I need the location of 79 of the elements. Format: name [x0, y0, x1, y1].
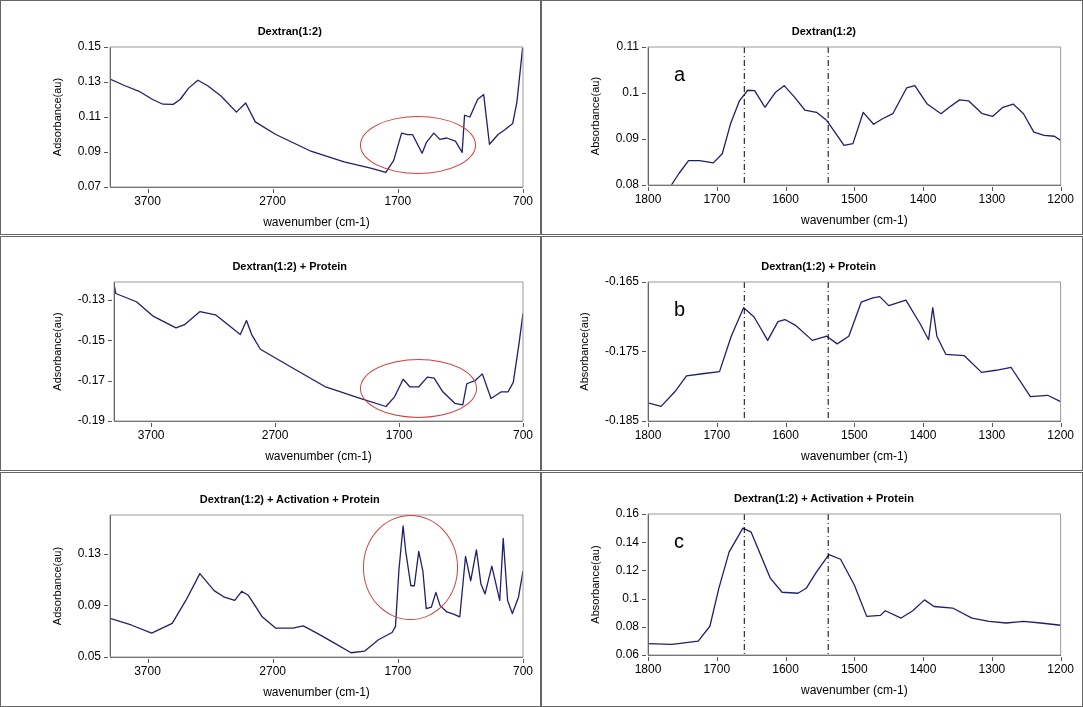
x-tick-label: 2700	[259, 663, 287, 678]
y-tick-label: 0.09	[77, 144, 102, 159]
y-tick-label: 0.13	[77, 74, 102, 89]
x-tick-label: 3700	[134, 663, 162, 678]
y-tick-label: 0.1	[622, 590, 640, 605]
chart-title: Dextran(1:2) + Protein	[232, 260, 348, 273]
y-tick-label: 0.1	[622, 85, 640, 100]
y-tick-label: -0.185	[604, 413, 640, 428]
x-tick-label: 1800	[634, 427, 662, 442]
y-tick-label: 0.16	[615, 506, 640, 521]
y-tick-label: 0.08	[615, 619, 640, 634]
y-tick-label: -0.13	[77, 292, 106, 307]
chart-title: Dextran(1:2) + Activation + Protein	[199, 493, 380, 506]
x-tick-label: 1300	[978, 661, 1006, 676]
x-tick-label: 1800	[634, 661, 662, 676]
y-tick-label: 0.08	[615, 177, 640, 192]
x-tick-label: 1200	[1047, 661, 1075, 676]
x-tick-label: 1500	[840, 427, 868, 442]
y-axis-title: Adsorbance(au)	[51, 77, 64, 157]
annotation: c	[674, 529, 684, 552]
annotation: a	[674, 62, 686, 85]
x-axis-title: wavenumber (cm-1)	[264, 448, 372, 463]
y-tick-label: -0.175	[604, 343, 640, 358]
x-tick-label: 2700	[261, 427, 289, 442]
chart-title: Dextran(1:2) + Protein	[761, 260, 877, 273]
x-tick-label: 1700	[385, 427, 413, 442]
x-tick-label: 1400	[909, 191, 937, 206]
x-tick-label: 1700	[703, 427, 731, 442]
y-axis-title: Adsorbance(au)	[51, 312, 64, 391]
x-tick-label: 1700	[703, 661, 731, 676]
y-axis-title: Absorbance(au)	[578, 312, 591, 391]
y-tick-label: 0.05	[77, 649, 102, 664]
x-tick-label: 1600	[772, 427, 800, 442]
x-tick-label: 3700	[134, 193, 162, 208]
x-tick-label: 1700	[703, 191, 731, 206]
y-tick-label: -0.17	[77, 373, 106, 388]
x-tick-label: 1800	[634, 191, 662, 206]
y-tick-label: 0.13	[77, 546, 102, 561]
y-tick-label: 0.09	[77, 597, 102, 612]
y-tick-label: 0.14	[615, 534, 640, 549]
x-tick-label: 1200	[1047, 191, 1075, 206]
x-tick-label: 2700	[259, 193, 287, 208]
y-axis-title: Absorbance(au)	[589, 76, 602, 156]
y-tick-label: 0.09	[615, 131, 640, 146]
y-axis-title: Absorbance(au)	[589, 545, 602, 624]
x-tick-label: 700	[512, 427, 534, 442]
x-axis-title: wavenumber (cm-1)	[799, 682, 908, 697]
x-tick-label: 1400	[909, 661, 937, 676]
chart-title: Dextran(1:2)	[791, 25, 857, 38]
x-tick-label: 1700	[384, 193, 412, 208]
x-tick-label: 1500	[840, 661, 868, 676]
x-tick-label: 1400	[909, 427, 937, 442]
y-tick-label: -0.15	[77, 332, 106, 347]
x-tick-label: 1300	[978, 191, 1006, 206]
x-tick-label: 1500	[840, 191, 868, 206]
x-tick-label: 700	[512, 193, 534, 208]
x-tick-label: 1600	[772, 191, 800, 206]
y-tick-label: -0.165	[604, 274, 640, 289]
x-tick-label: 3700	[137, 427, 165, 442]
x-tick-label: 1700	[384, 663, 412, 678]
x-tick-label: 1200	[1047, 427, 1075, 442]
y-tick-label: -0.19	[77, 413, 106, 428]
x-tick-label: 1600	[772, 661, 800, 676]
chart-title: Dextran(1:2)	[257, 25, 323, 38]
y-tick-label: 0.06	[615, 647, 640, 662]
x-axis-title: wavenumber (cm-1)	[799, 212, 908, 227]
y-tick-label: 0.12	[615, 562, 640, 577]
x-tick-label: 1300	[978, 427, 1006, 442]
x-axis-title: wavenumber (cm-1)	[262, 684, 370, 699]
annotation: b	[674, 297, 686, 320]
x-axis-title: wavenumber (cm-1)	[262, 214, 370, 229]
x-tick-label: 700	[512, 663, 534, 678]
y-tick-label: 0.11	[616, 39, 640, 54]
y-tick-label: 0.07	[77, 179, 102, 194]
y-tick-label: 0.11	[78, 109, 102, 124]
chart-title: Dextran(1:2) + Activation + Protein	[733, 492, 915, 505]
x-axis-title: wavenumber (cm-1)	[799, 448, 908, 463]
y-tick-label: 0.15	[77, 39, 102, 54]
y-axis-title: Adsorbance(au)	[51, 546, 64, 626]
